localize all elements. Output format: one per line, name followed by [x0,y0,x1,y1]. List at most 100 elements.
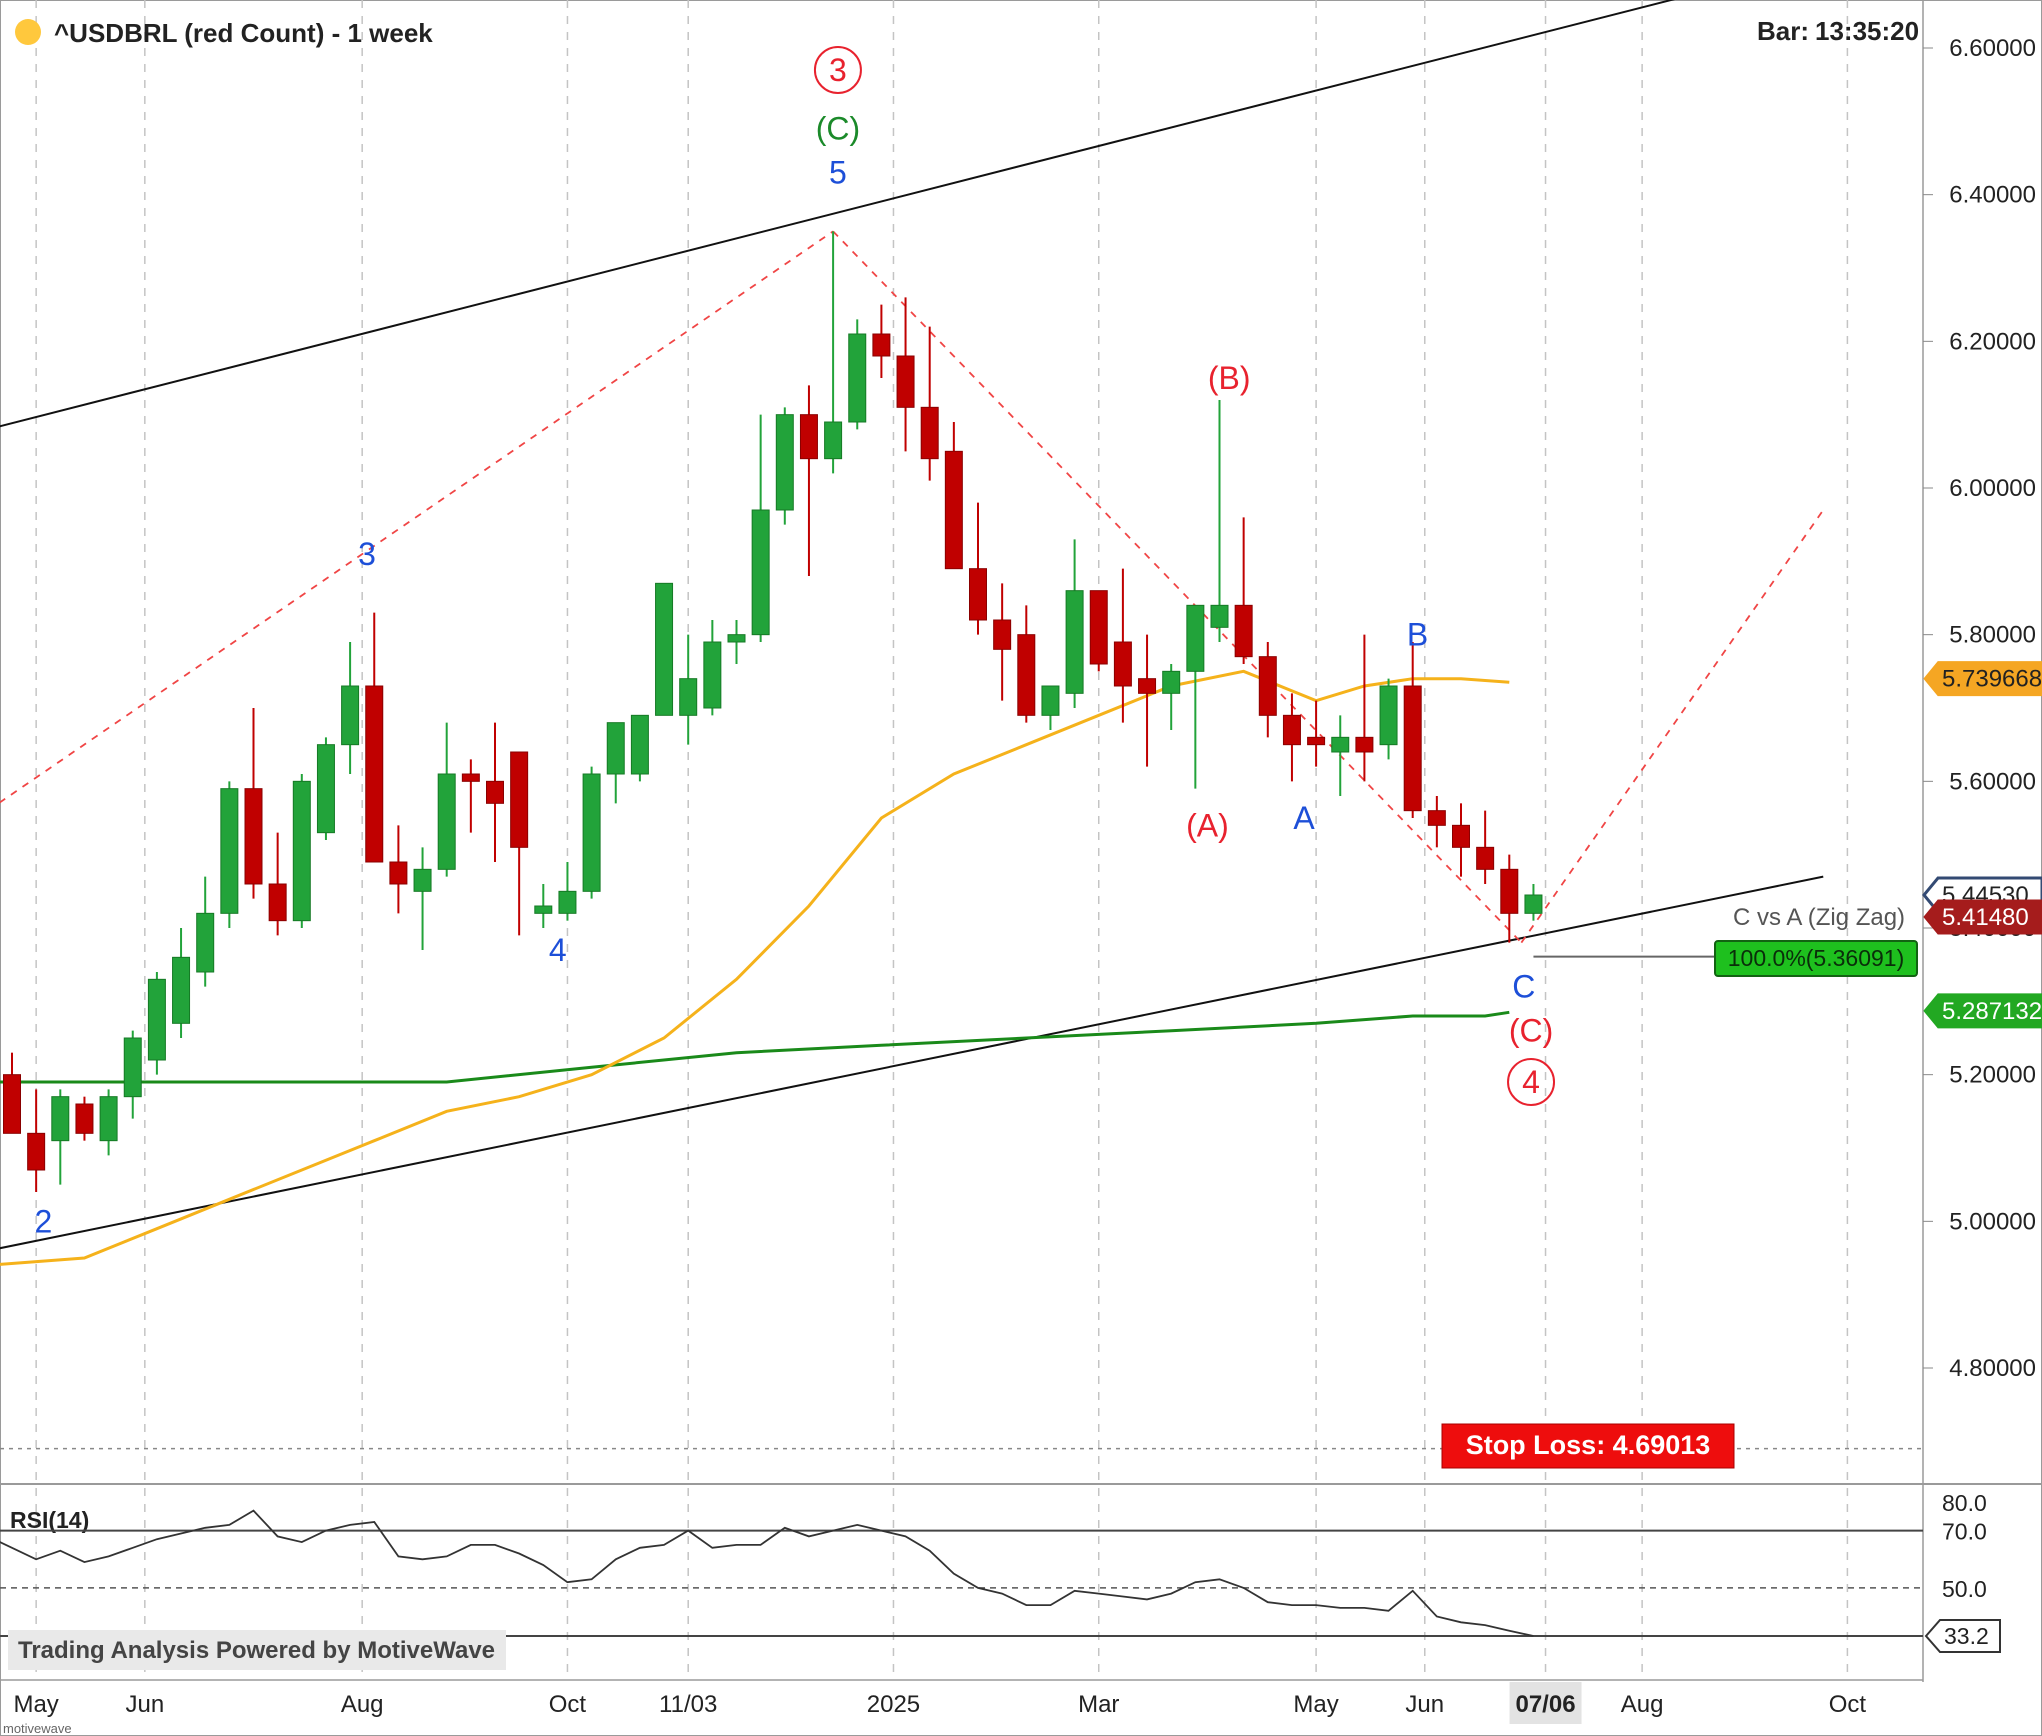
candle-body [1403,685,1422,812]
rsi-title: RSI(14) [10,1507,89,1533]
wave-channel-line [1520,509,1824,944]
powered-by-banner: Trading Analysis Powered by MotiveWave [8,1630,506,1670]
wave-channel-line [0,230,834,804]
wave-label: 4 [549,932,567,968]
wave-label: A [1293,800,1315,836]
candle-body [365,685,384,863]
y-tick-label: 5.20000 [1949,1062,2036,1089]
stop-loss-text: Stop Loss: 4.69013 [1466,1430,1711,1460]
wave-labels-layer: 1 2 3 4 5 (C) 3 (B) (A) A B C (C) 4 [0,46,1556,1239]
candle [1307,700,1326,767]
x-tick-label: Aug [341,1691,384,1718]
candle-body [27,1132,46,1171]
grid-layer [35,0,1849,1680]
price-tag-value: 5.41480 [1942,904,2029,931]
candle-body [75,1103,94,1134]
candle [1258,642,1277,738]
candle-body [316,744,335,834]
zigzag-level-text: 100.0%(5.36091) [1728,945,1904,971]
candle-body [1089,590,1108,665]
candle [365,612,384,863]
candle [1452,803,1470,877]
candle [1162,664,1181,730]
candle-body [123,1037,142,1098]
candle-body [824,421,843,460]
candle-body [486,780,504,804]
candle-body [244,788,263,885]
candle-body [606,722,625,775]
candle [413,847,432,950]
candle [679,634,698,745]
y-tick-label: 5.80000 [1949,622,2036,649]
candle-body [1427,810,1446,826]
wave-label-circle [1507,1058,1556,1106]
trendlines-layer [0,0,1923,1450]
zigzag-level-badge[interactable]: 100.0%(5.36091) [1714,940,1918,977]
candle [606,722,625,804]
trend-line [0,875,1824,1250]
y-tick-label: 6.40000 [1949,182,2036,209]
candle [969,502,987,635]
candle [123,1030,142,1119]
y-tick-label: 6.20000 [1949,328,2036,355]
x-tick-label: May [13,1691,58,1718]
candle [1017,605,1036,723]
candle [486,722,504,862]
stop-loss-badge[interactable]: Stop Loss: 4.69013 [1441,1423,1735,1469]
candle-body [920,406,939,460]
candle [630,714,649,782]
candle-body [1524,894,1543,914]
wave-label: 1 [0,961,2,997]
candle [1476,810,1495,884]
bar-label: Bar: [1757,16,1809,46]
candle-body [1017,634,1036,716]
price-tag-box [1923,899,2042,935]
x-tick-label: Jun [1405,1691,1444,1718]
candle [1355,634,1374,782]
y-tick-label: 4.80000 [1949,1355,2036,1382]
candle-body [1065,590,1084,694]
brand-watermark: motivewave [3,1721,72,1736]
candle [872,304,891,378]
price-tag-box [1923,661,2042,697]
candles-layer [3,231,1543,1192]
candle [848,319,867,430]
price-tag: 5.739668 [1923,661,2042,697]
wave-label-circle [813,46,862,94]
rsi-level-label: 50.0 [1942,1576,1987,1602]
x-tick-label: 11/03 [659,1691,717,1718]
candle [268,832,287,936]
wave-label: 4 [1522,1064,1540,1100]
price-tag: 5.41480 [1923,899,2042,935]
candle-body [993,619,1012,650]
candle-body [1379,685,1398,746]
wave-label: B [1407,617,1428,653]
wave-label: (C) [1509,1013,1553,1049]
candle-body [799,414,818,460]
rsi-level-label: 80.0 [1942,1490,1987,1516]
candle [51,1089,70,1185]
candle-body [1307,736,1326,746]
candle-body [1210,604,1229,628]
candle-body [510,751,529,848]
x-tick-label: Oct [549,1691,587,1718]
candle-body [1282,714,1301,746]
bar-time: 13:35:20 [1815,16,1919,46]
wave-label: 2 [34,1203,52,1239]
candle-body [1331,736,1350,753]
candle [220,781,239,928]
candle-body [1355,736,1374,753]
candle [389,825,408,914]
candle [196,876,215,987]
chart-title: ^USDBRL (red Count) - 1 week [54,18,433,48]
candle [655,582,674,716]
candle [727,620,746,664]
rsi-last-value: 33.2 [1944,1623,1989,1649]
ma50-line [0,669,1510,1266]
candle-body [99,1096,118,1142]
candle-body [582,773,601,892]
moving-averages-layer [0,669,1510,1266]
candle-body [1500,868,1519,914]
